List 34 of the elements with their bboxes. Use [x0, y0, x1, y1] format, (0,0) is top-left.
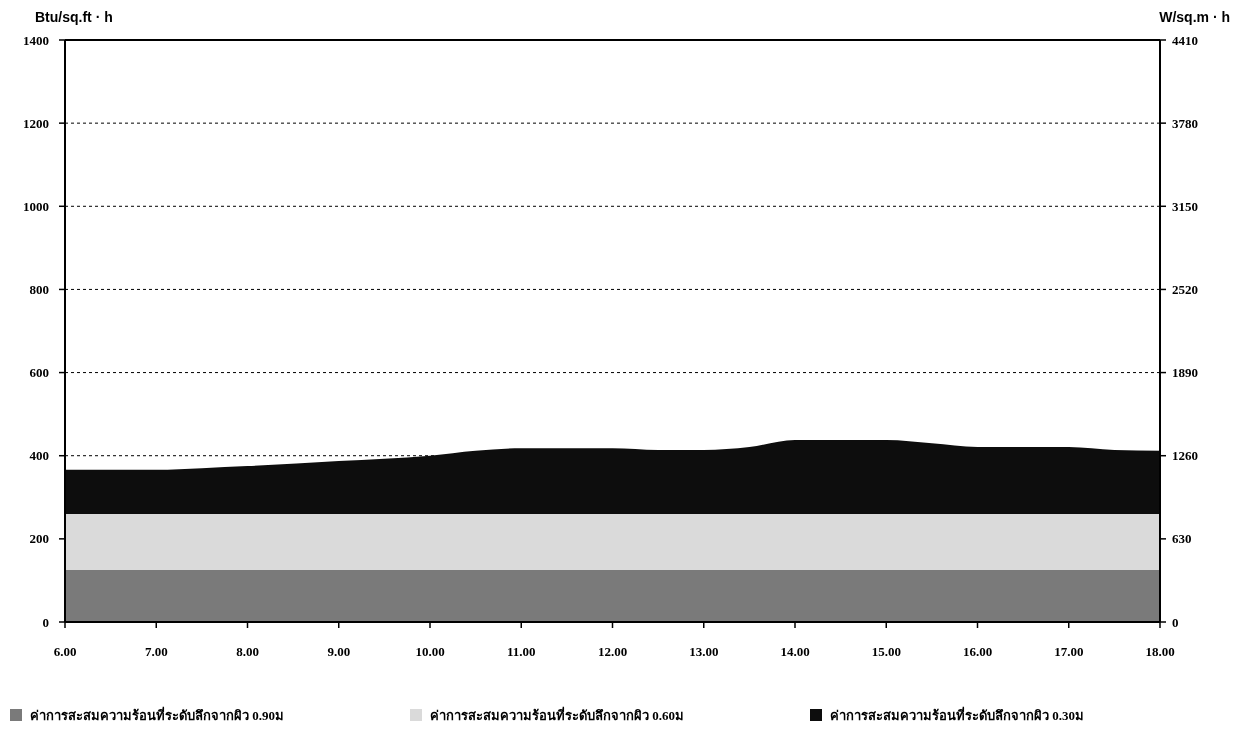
x-tick-label: 7.00: [144, 644, 168, 659]
y-axis-title: Btu/sq.ft · h: [35, 9, 113, 25]
y-tick-label: 1000: [23, 198, 49, 214]
y2-tick-label: 630: [1172, 531, 1192, 547]
y-tick-label: 800: [29, 281, 49, 297]
y-tick-label: 1400: [23, 32, 49, 48]
x-tick-label: 6.00: [53, 644, 77, 659]
y2-tick-label: 3780: [1172, 115, 1198, 131]
y2-tick-label: 1890: [1172, 365, 1198, 381]
x-tick-label: 14.00: [780, 644, 810, 659]
y-tick-label: 1200: [23, 115, 49, 131]
x-tick-label: 13.00: [689, 644, 719, 659]
x-tick-label: 9.00: [327, 644, 351, 659]
y2-tick-label: 1260: [1172, 448, 1198, 464]
y2-tick-label: 3150: [1172, 198, 1198, 214]
y-tick-label: 200: [29, 531, 49, 547]
y-tick-label: 0: [42, 614, 49, 630]
x-tick-label: 15.00: [871, 644, 901, 659]
y2-tick-label: 4410: [1172, 32, 1198, 48]
x-tick-label: 12.00: [597, 644, 628, 659]
legend-label: ค่าการสะสมความร้อนที่ระดับลึกจากผิว 0.60ม: [430, 705, 684, 723]
x-tick-label: 11.00: [506, 644, 536, 659]
x-tick-label: 16.00: [962, 644, 993, 659]
y2-tick-label: 2520: [1172, 281, 1198, 297]
x-tick-label: 8.00: [236, 644, 259, 659]
x-tick-label: 18.00: [1145, 644, 1175, 659]
legend-label: ค่าการสะสมความร้อนที่ระดับลึกจากผิว 0.90ม: [30, 705, 284, 723]
legend-label: ค่าการสะสมความร้อนที่ระดับลึกจากผิว 0.30ม: [830, 705, 1084, 723]
y-tick-label: 400: [29, 448, 49, 464]
y2-tick-label: 0: [1172, 614, 1179, 630]
y2-axis-title: W/sq.m · h: [1159, 9, 1230, 25]
y-tick-label: 600: [29, 365, 49, 381]
x-tick-label: 10.00: [415, 644, 445, 659]
x-tick-label: 17.00: [1054, 644, 1084, 659]
